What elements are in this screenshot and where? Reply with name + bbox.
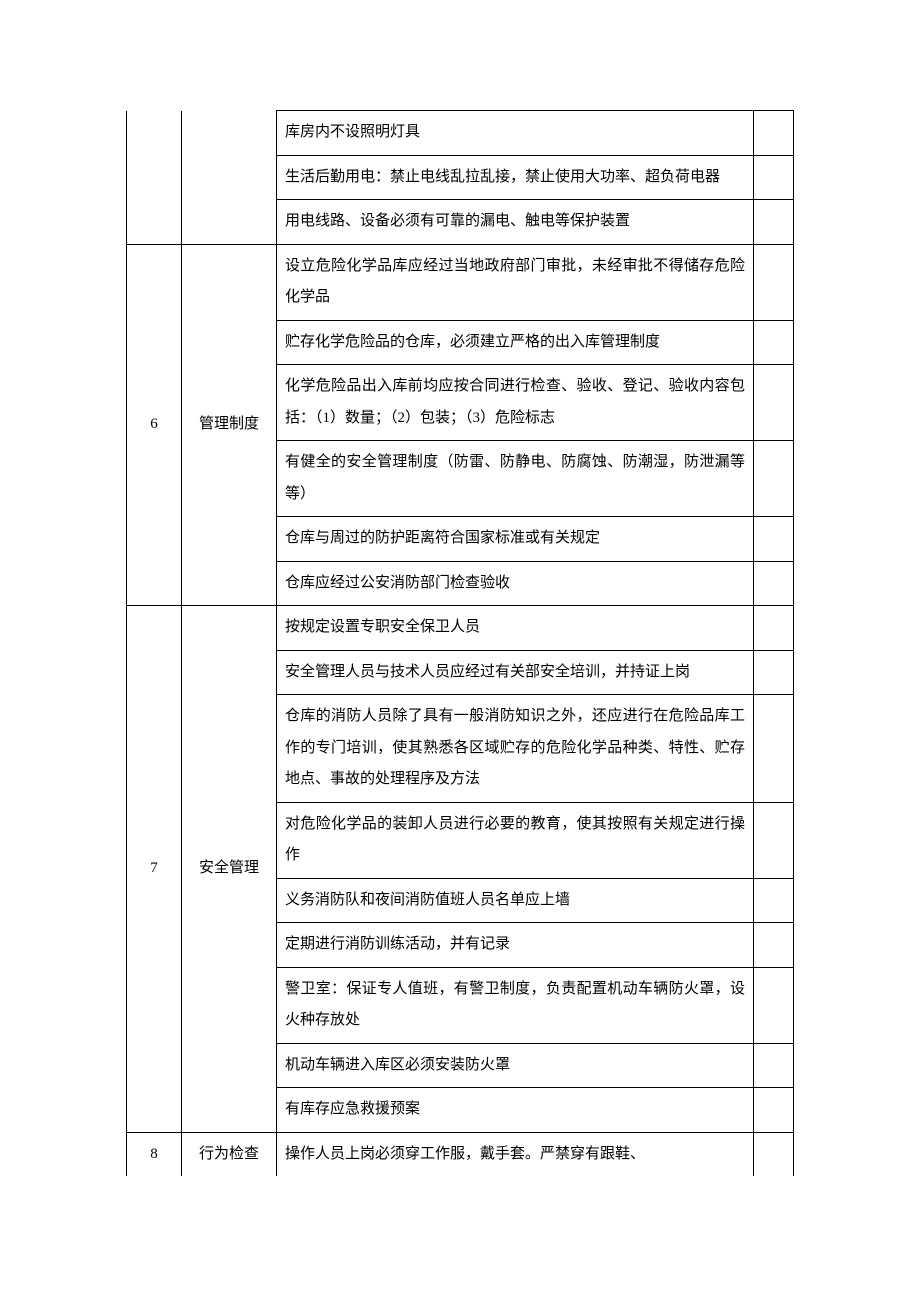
- section-category: 安全管理: [182, 606, 277, 1133]
- table-row: 库房内不设照明灯具: [127, 111, 794, 156]
- blank-cell: [754, 561, 794, 606]
- item-description: 仓库与周过的防护距离符合国家标准或有关规定: [277, 517, 754, 562]
- item-description: 用电线路、设备必须有可靠的漏电、触电等保护装置: [277, 200, 754, 245]
- blank-cell: [754, 967, 794, 1043]
- blank-cell: [754, 244, 794, 320]
- item-description: 库房内不设照明灯具: [277, 111, 754, 156]
- section-number: 6: [127, 244, 182, 606]
- blank-cell: [754, 802, 794, 878]
- blank-cell: [754, 200, 794, 245]
- blank-cell: [754, 320, 794, 365]
- item-description: 按规定设置专职安全保卫人员: [277, 606, 754, 651]
- item-description: 机动车辆进入库区必须安装防火罩: [277, 1043, 754, 1088]
- item-description: 对危险化学品的装卸人员进行必要的教育，使其按照有关规定进行操作: [277, 802, 754, 878]
- blank-cell: [754, 1132, 794, 1176]
- item-description: 贮存化学危险品的仓库，必须建立严格的出入库管理制度: [277, 320, 754, 365]
- blank-cell: [754, 1043, 794, 1088]
- item-description: 安全管理人员与技术人员应经过有关部安全培训，并持证上岗: [277, 650, 754, 695]
- section-category: [182, 111, 277, 245]
- section-category: 管理制度: [182, 244, 277, 606]
- item-description: 义务消防队和夜间消防值班人员名单应上墙: [277, 878, 754, 923]
- section-number: 7: [127, 606, 182, 1133]
- blank-cell: [754, 650, 794, 695]
- blank-cell: [754, 517, 794, 562]
- item-description: 定期进行消防训练活动，并有记录: [277, 923, 754, 968]
- blank-cell: [754, 441, 794, 517]
- blank-cell: [754, 365, 794, 441]
- blank-cell: [754, 923, 794, 968]
- item-description: 操作人员上岗必须穿工作服，戴手套。严禁穿有跟鞋、: [277, 1132, 754, 1176]
- section-number: [127, 111, 182, 245]
- item-description: 仓库的消防人员除了具有一般消防知识之外，还应进行在危险品库工作的专门培训，使其熟…: [277, 695, 754, 803]
- table-row: 6管理制度设立危险化学品库应经过当地政府部门审批，未经审批不得储存危险化学品: [127, 244, 794, 320]
- item-description: 化学危险品出入库前均应按合同进行检查、验收、登记、验收内容包括：（1）数量；（2…: [277, 365, 754, 441]
- section-number: 8: [127, 1132, 182, 1176]
- blank-cell: [754, 695, 794, 803]
- item-description: 仓库应经过公安消防部门检查验收: [277, 561, 754, 606]
- item-description: 有健全的安全管理制度（防雷、防静电、防腐蚀、防潮湿，防泄漏等等）: [277, 441, 754, 517]
- safety-inspection-table: 库房内不设照明灯具生活后勤用电：禁止电线乱拉乱接，禁止使用大功率、超负荷电器用电…: [126, 110, 794, 1176]
- blank-cell: [754, 606, 794, 651]
- section-category: 行为检查: [182, 1132, 277, 1176]
- item-description: 生活后勤用电：禁止电线乱拉乱接，禁止使用大功率、超负荷电器: [277, 155, 754, 200]
- table-row: 8行为检查操作人员上岗必须穿工作服，戴手套。严禁穿有跟鞋、: [127, 1132, 794, 1176]
- blank-cell: [754, 1088, 794, 1133]
- table-row: 7安全管理按规定设置专职安全保卫人员: [127, 606, 794, 651]
- item-description: 警卫室：保证专人值班，有警卫制度，负责配置机动车辆防火罩，设火种存放处: [277, 967, 754, 1043]
- item-description: 设立危险化学品库应经过当地政府部门审批，未经审批不得储存危险化学品: [277, 244, 754, 320]
- blank-cell: [754, 878, 794, 923]
- blank-cell: [754, 155, 794, 200]
- item-description: 有库存应急救援预案: [277, 1088, 754, 1133]
- blank-cell: [754, 111, 794, 156]
